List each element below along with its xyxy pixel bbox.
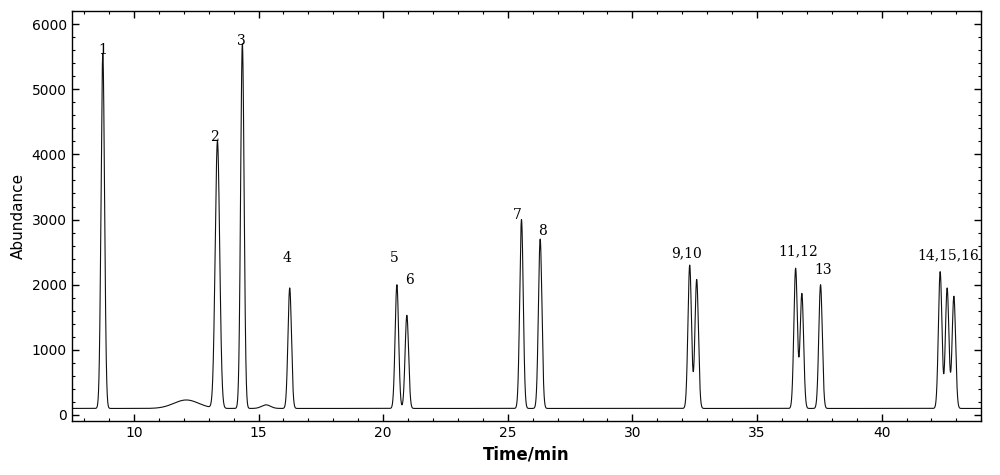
Text: 6: 6: [405, 273, 414, 286]
Text: 8: 8: [538, 224, 546, 238]
X-axis label: Time/min: Time/min: [483, 446, 570, 464]
Text: 11,12: 11,12: [778, 245, 818, 258]
Text: 1: 1: [98, 43, 107, 57]
Text: 3: 3: [237, 34, 246, 48]
Y-axis label: Abundance: Abundance: [11, 173, 26, 259]
Text: 9,10: 9,10: [671, 246, 702, 260]
Text: 14,15,16: 14,15,16: [918, 248, 979, 263]
Text: 7: 7: [513, 208, 522, 222]
Text: 5: 5: [389, 251, 398, 265]
Text: 13: 13: [814, 263, 832, 277]
Text: 2: 2: [210, 130, 219, 144]
Text: 4: 4: [282, 251, 291, 265]
